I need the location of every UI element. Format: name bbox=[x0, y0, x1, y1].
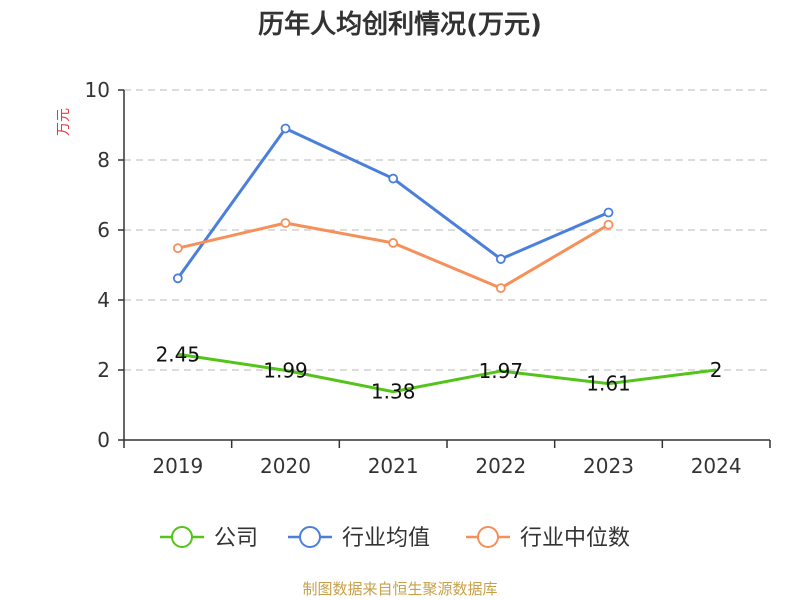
legend: 公司 行业均值 行业中位数 bbox=[160, 526, 630, 551]
data-label: 2 bbox=[710, 358, 723, 382]
x-tick-label: 2024 bbox=[691, 454, 742, 478]
legend-label: 行业均值 bbox=[342, 526, 430, 551]
y-tick-label: 4 bbox=[97, 288, 110, 312]
data-point bbox=[495, 283, 506, 294]
y-tick-label: 6 bbox=[97, 218, 110, 242]
data-point bbox=[172, 243, 183, 254]
data-labels: 2.45 1.99 1.38 1.97 1.61 2 bbox=[156, 342, 723, 403]
chart-title: 历年人均创利情况(万元) bbox=[258, 9, 542, 40]
data-label: 1.61 bbox=[586, 372, 631, 396]
data-label: 1.97 bbox=[479, 359, 524, 383]
data-point bbox=[388, 238, 399, 248]
x-tick-label: 2022 bbox=[475, 454, 526, 478]
series-line-2 bbox=[177, 221, 610, 290]
data-point bbox=[603, 219, 614, 230]
x-tick-label: 2021 bbox=[368, 454, 419, 478]
legend-item-2[interactable]: 行业中位数 bbox=[466, 526, 630, 551]
data-point bbox=[280, 218, 291, 228]
y-tick-label: 2 bbox=[97, 358, 110, 382]
data-point bbox=[495, 254, 506, 264]
y-tick-label: 10 bbox=[85, 78, 110, 102]
legend-marker bbox=[171, 526, 193, 548]
series-layer bbox=[172, 123, 717, 394]
x-tick-label: 2023 bbox=[583, 454, 634, 478]
y-tick-label: 0 bbox=[97, 428, 110, 452]
y-tick-label: 8 bbox=[97, 148, 110, 172]
data-point bbox=[603, 207, 614, 218]
series-line-0 bbox=[177, 352, 717, 394]
data-point bbox=[280, 123, 291, 134]
data-point bbox=[172, 273, 183, 284]
legend-item-0[interactable]: 公司 bbox=[160, 526, 258, 551]
legend-label: 行业中位数 bbox=[520, 526, 630, 551]
data-point bbox=[388, 173, 399, 184]
y-axis-label: 万元 bbox=[56, 108, 72, 136]
legend-marker bbox=[299, 526, 321, 548]
data-label: 1.38 bbox=[371, 380, 416, 404]
axes: 0 2 4 6 8 10 2019 2020 2021 2022 2023 2024 bbox=[85, 78, 771, 478]
source-note: 制图数据来自恒生聚源数据库 bbox=[302, 580, 497, 598]
data-label: 2.45 bbox=[156, 342, 201, 366]
legend-item-1[interactable]: 行业均值 bbox=[288, 526, 430, 551]
x-tick-label: 2019 bbox=[152, 454, 203, 478]
legend-label: 公司 bbox=[214, 526, 258, 551]
grid bbox=[124, 89, 770, 371]
series-line-1 bbox=[176, 127, 610, 280]
x-tick-label: 2020 bbox=[260, 454, 311, 478]
legend-marker bbox=[477, 526, 499, 548]
data-label: 1.99 bbox=[263, 358, 308, 382]
